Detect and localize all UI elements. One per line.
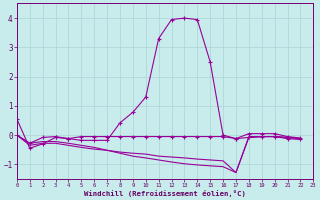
- X-axis label: Windchill (Refroidissement éolien,°C): Windchill (Refroidissement éolien,°C): [84, 190, 246, 197]
